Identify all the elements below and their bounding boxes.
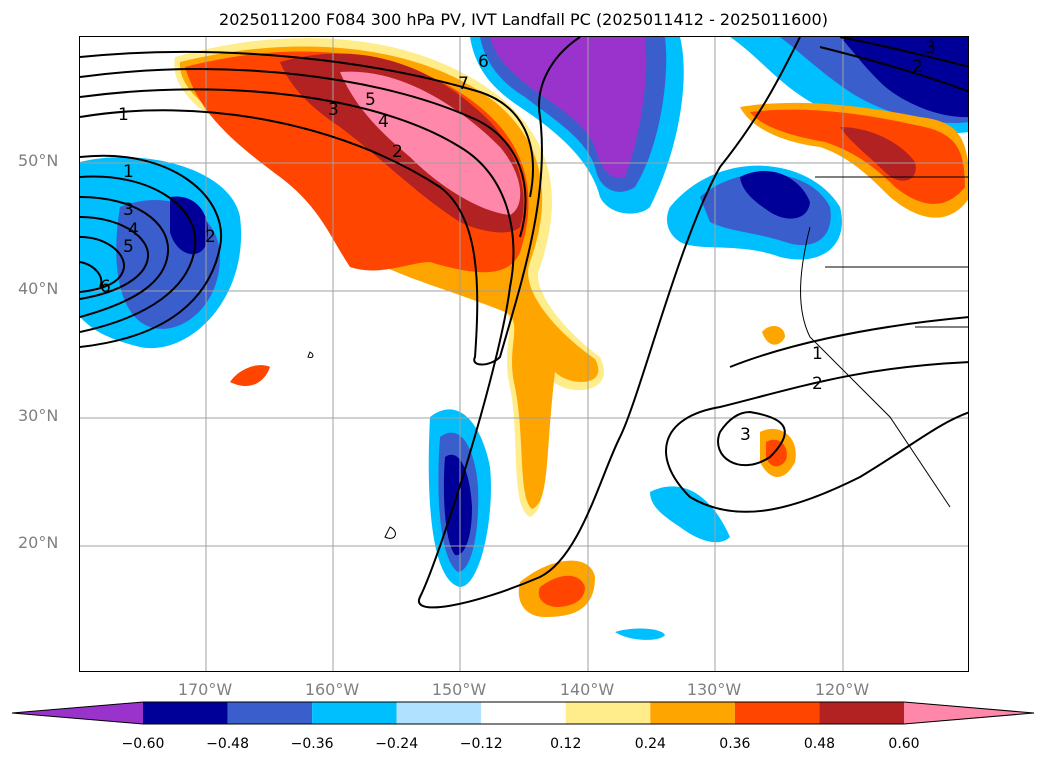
colorbar-extend-left [12,702,143,724]
contour-label: 1 [118,105,129,125]
contour-label: 2 [392,142,403,162]
colorbar-tick-label: −0.24 [375,736,419,752]
lon-label-140w: 140°W [559,680,615,699]
colorbar-swatch [565,702,651,724]
colorbar-swatch [650,702,735,724]
contour-label: 2 [812,374,823,394]
contour-label: 2 [205,227,216,247]
contour-label: 2 [912,57,923,77]
coastlines [307,176,968,539]
colorbar-swatch [396,702,482,724]
pv-shading [80,37,968,640]
contour-label: 3 [328,100,339,120]
colorbar-extend-right [904,702,1034,724]
colorbar-tick-label: −0.36 [290,736,334,752]
lat-label-50n: 50°N [18,151,59,170]
contour-label: 4 [128,220,139,240]
contour-label: 4 [378,112,389,132]
contour-label: 3 [740,425,751,445]
colorbar-swatch [312,702,397,724]
map-panel: 1 1 3 4 5 6 2 3 5 4 2 7 6 3 2 1 2 3 [79,36,969,672]
lat-label-30n: 30°N [18,406,59,425]
colorbar-swatch [143,702,228,724]
contour-label: 5 [123,237,134,257]
colorbar-tick-label: −0.48 [206,736,249,752]
graticule [80,37,968,671]
colorbar-outline [11,701,1035,725]
contour-label: 3 [925,38,936,58]
lon-label-130w: 130°W [686,680,742,699]
map-svg: 1 1 3 4 5 6 2 3 5 4 2 7 6 3 2 1 2 3 [80,37,968,671]
colorbar-swatch [227,702,313,724]
lon-label-170w: 170°W [177,680,233,699]
contour-label: 6 [478,52,489,72]
contour-label: 6 [100,277,111,297]
contour-label-group: 1 1 3 4 5 6 2 3 5 4 2 7 6 3 2 1 2 3 [100,38,936,445]
lat-label-20n: 20°N [18,533,59,552]
lat-label-40n: 40°N [18,279,59,298]
ivt-contours [80,37,968,609]
colorbar-tick-label: −0.12 [459,736,503,752]
lon-label-160w: 160°W [304,680,360,699]
colorbar-swatches [11,701,1035,725]
colorbar-tick-label: −0.60 [121,736,165,752]
colorbar-swatch [819,702,904,724]
colorbar-swatch [734,702,820,724]
contour-label: 3 [123,200,134,220]
colorbar-tick-label: 0.24 [634,736,666,752]
colorbar-swatch [481,702,566,724]
contour-label: 1 [812,344,823,364]
colorbar-tick-label: 0.36 [719,736,751,752]
colorbar-tick-label: 0.12 [550,736,582,752]
colorbar-tick-label: 0.48 [803,736,836,752]
lon-label-120w: 120°W [814,680,870,699]
map-title: 2025011200 F084 300 hPa PV, IVT Landfall… [219,10,828,29]
colorbar-tick-label: 0.60 [888,736,920,752]
lon-label-150w: 150°W [431,680,487,699]
contour-label: 7 [458,74,469,94]
contour-label: 1 [123,162,134,182]
colorbar [11,701,1035,725]
contour-label: 5 [365,90,376,110]
